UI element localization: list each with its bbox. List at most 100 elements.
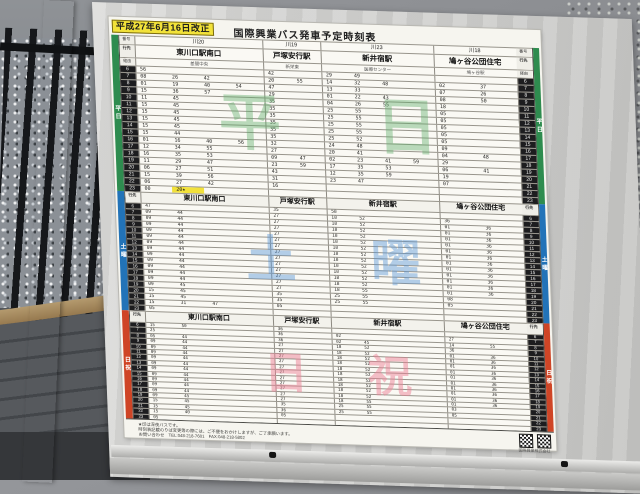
minute-value <box>303 344 332 349</box>
hour-cell: 14 <box>127 251 143 257</box>
hour-cell: 20 <box>128 287 144 293</box>
minute-value: 44 <box>177 216 184 222</box>
minute-value: 45 <box>364 339 370 345</box>
minute-value: 27 <box>273 213 280 219</box>
timetable-sign: 国際興業バス発車予定時刻表 平成27年6月16日改正 平日 番号 川20 川19 川23… <box>92 2 640 494</box>
minute-value: 37 <box>480 84 487 91</box>
minute-value: 36 <box>172 88 179 95</box>
minute-value: 09 <box>147 275 154 282</box>
hour-cell: 8 <box>125 215 141 221</box>
minute-value <box>416 348 444 353</box>
minute-value: 52 <box>360 240 366 246</box>
minute-value <box>295 148 324 155</box>
minute-value: 43 <box>271 168 278 175</box>
minute-value <box>418 385 446 390</box>
minute-value: 44 <box>177 222 184 228</box>
hour-cell: 22 <box>521 190 538 198</box>
minute-value: 25 <box>328 135 335 142</box>
minute-value <box>380 144 408 151</box>
minute-value <box>208 284 240 290</box>
minute-value: 55 <box>206 145 213 152</box>
destination-cell: 戸塚安行駅 <box>262 49 321 64</box>
minute-value <box>384 235 412 241</box>
minute-value <box>306 420 335 425</box>
minute-value <box>380 130 408 137</box>
minute-value <box>385 271 413 277</box>
minute-value <box>479 161 520 168</box>
section-band-label: 日祝 <box>544 369 552 386</box>
minute-value: 18 <box>333 275 340 281</box>
minute-value: 55 <box>355 108 362 115</box>
hour-cell: 8 <box>517 92 534 99</box>
hour-cell: 13 <box>121 114 138 122</box>
minute-value <box>239 273 271 279</box>
hour-cell: 17 <box>127 269 143 275</box>
bolt <box>269 451 277 459</box>
minute-value: 27 <box>279 364 285 369</box>
hour-cell: 11 <box>518 113 535 120</box>
hour-cell: 12 <box>518 120 535 127</box>
minute-value <box>410 173 438 180</box>
minute-value: 47 <box>268 84 275 91</box>
minute-value: 09 <box>147 257 153 264</box>
minute-value <box>385 253 413 259</box>
minute-value: 25 <box>327 128 335 135</box>
minute-value <box>378 88 406 95</box>
minute-value: 07 <box>442 181 450 188</box>
minute-value <box>239 285 271 291</box>
minute-value: 27 <box>274 255 281 262</box>
minute-value: 25 <box>327 114 334 121</box>
minute-value <box>293 92 322 99</box>
minute-value: 23 <box>271 161 278 168</box>
minute-value: 18 <box>337 377 343 382</box>
minute-value <box>409 166 437 173</box>
minute-value: 47 <box>357 178 365 185</box>
minute-value <box>237 219 269 225</box>
minute-value: 52 <box>365 377 371 383</box>
minute-value: 54 <box>235 83 242 90</box>
minute-value: 25 <box>327 121 334 128</box>
minute-value <box>384 223 412 229</box>
hour-cell: 6 <box>521 215 539 222</box>
minute-value: 26 <box>354 101 362 108</box>
minute-value <box>379 109 407 116</box>
section-body: 行先 東川口駅南口 戸塚安行駅 新井宿駅 鳩ヶ谷公団住宅 行先 6 47 35 58 6 7 09 44 2… <box>123 191 544 324</box>
minute-value: 52 <box>364 355 370 361</box>
minute-value <box>390 384 418 389</box>
minute-value: 53 <box>385 165 392 172</box>
minute-value: 15 <box>148 299 155 306</box>
minute-value: 41 <box>385 158 392 165</box>
minute-value <box>294 120 323 127</box>
destination-cell: 戸塚安行駅 <box>272 315 331 328</box>
minute-value <box>239 267 271 273</box>
minute-value: 23 <box>329 177 337 184</box>
minute-value <box>412 230 440 236</box>
minute-value: 27 <box>270 147 278 154</box>
minute-value <box>354 185 382 192</box>
minute-value <box>238 255 270 261</box>
minute-value: 44 <box>178 258 185 265</box>
minute-value: 06 <box>144 178 151 185</box>
hour-cell: 12 <box>121 107 137 115</box>
minute-value <box>355 210 383 216</box>
hour-cell: 13 <box>523 257 540 264</box>
hour-cell: 15 <box>127 257 143 263</box>
minute-value <box>294 106 323 113</box>
hour-cell: 18 <box>123 150 139 157</box>
minute-value <box>231 76 263 83</box>
hour-cell: 9 <box>522 233 539 240</box>
minute-value: 52 <box>361 282 368 288</box>
minute-value: 18 <box>332 233 338 239</box>
minute-value: 47 <box>145 203 151 209</box>
minute-value: 45 <box>172 102 180 109</box>
hour-cell: 15 <box>524 269 541 276</box>
minute-value <box>207 266 239 272</box>
minute-value: 09 <box>147 263 154 270</box>
minute-value: 35 <box>357 164 364 171</box>
minute-value <box>391 422 419 427</box>
hour-cell: 7 <box>522 221 539 228</box>
minute-value: 11 <box>140 94 148 101</box>
minute-value: 44 <box>179 276 186 283</box>
minute-value: 27 <box>274 249 281 256</box>
minute-value <box>301 293 330 299</box>
